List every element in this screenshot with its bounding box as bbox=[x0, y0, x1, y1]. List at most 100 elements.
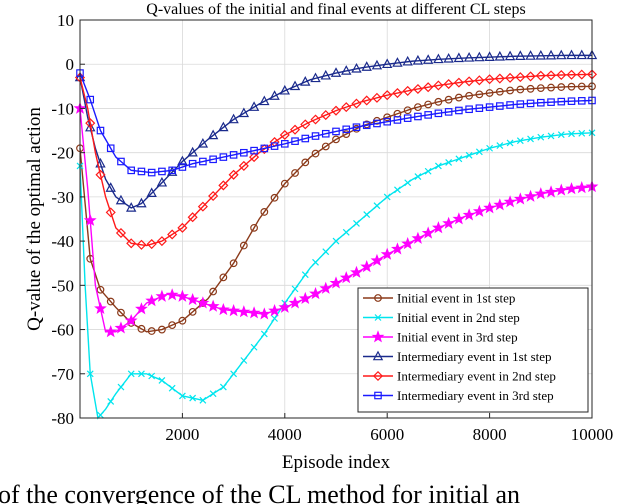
series-marker bbox=[199, 157, 207, 166]
series-marker bbox=[147, 327, 156, 335]
legend-label: Intermediary event in 3rd step bbox=[397, 388, 554, 403]
legend-box bbox=[357, 287, 589, 413]
series-marker bbox=[250, 223, 258, 232]
series-marker bbox=[515, 50, 526, 60]
series-marker bbox=[115, 227, 127, 239]
caption-fragment: of the convergence of the CL method for … bbox=[0, 480, 520, 504]
y-tick-label: -80 bbox=[51, 409, 74, 428]
series-marker bbox=[156, 236, 167, 247]
series-marker bbox=[505, 72, 516, 83]
legend-label: Intermediary event in 1st step bbox=[397, 349, 552, 364]
series-marker bbox=[554, 183, 568, 196]
series-marker bbox=[362, 121, 371, 130]
series-marker bbox=[342, 125, 351, 134]
series-marker bbox=[289, 124, 301, 135]
series-marker bbox=[300, 76, 311, 86]
series-marker bbox=[311, 132, 320, 140]
series-marker bbox=[155, 289, 169, 302]
series-marker bbox=[137, 167, 146, 176]
series-marker bbox=[453, 52, 465, 63]
series-marker bbox=[556, 69, 567, 81]
legend-entry: Intermediary event in 1st step bbox=[363, 349, 552, 364]
series-marker bbox=[145, 294, 159, 307]
series-marker bbox=[125, 202, 137, 212]
series-marker bbox=[94, 301, 107, 314]
series-marker bbox=[576, 49, 587, 60]
series-marker bbox=[298, 291, 312, 305]
series-marker bbox=[187, 146, 198, 157]
series-marker bbox=[176, 289, 189, 302]
series-marker bbox=[342, 228, 350, 236]
series-marker bbox=[146, 239, 157, 250]
series-marker bbox=[330, 67, 342, 77]
series-marker bbox=[105, 182, 116, 192]
series-marker bbox=[332, 237, 340, 245]
series-5 bbox=[74, 69, 598, 250]
series-marker bbox=[196, 296, 210, 309]
series-marker bbox=[165, 288, 179, 301]
series-marker bbox=[526, 84, 535, 93]
series-marker bbox=[515, 72, 526, 83]
series-marker bbox=[506, 139, 514, 147]
series-marker bbox=[187, 212, 198, 223]
series-marker bbox=[433, 80, 444, 91]
series-line bbox=[79, 54, 592, 209]
legend-label: Intermediary event in 2nd step bbox=[397, 369, 556, 384]
series-marker bbox=[216, 302, 230, 316]
series-marker bbox=[371, 59, 383, 70]
series-marker bbox=[156, 176, 168, 187]
series-marker bbox=[238, 107, 250, 118]
series-marker bbox=[321, 142, 330, 151]
series-marker bbox=[434, 109, 443, 118]
series-marker bbox=[412, 83, 423, 95]
series-marker bbox=[475, 90, 484, 99]
series-marker bbox=[444, 108, 453, 116]
series-marker bbox=[455, 106, 463, 115]
series-marker bbox=[309, 287, 322, 300]
series-marker bbox=[147, 168, 156, 177]
legend-entry: Intermediary event in 3rd step bbox=[363, 388, 554, 403]
series-marker bbox=[557, 97, 566, 106]
series-marker bbox=[310, 72, 321, 83]
series-marker bbox=[547, 98, 555, 106]
series-marker bbox=[158, 376, 166, 384]
series-marker bbox=[452, 212, 466, 225]
series-marker bbox=[228, 169, 239, 180]
series-marker bbox=[219, 383, 227, 391]
series-marker bbox=[361, 61, 372, 71]
series-marker bbox=[382, 90, 393, 101]
series-marker bbox=[394, 186, 401, 194]
series-2 bbox=[76, 129, 596, 420]
legend-entry: Initial event in 1st step bbox=[363, 291, 515, 306]
series-marker bbox=[239, 241, 248, 250]
series-marker bbox=[513, 192, 527, 205]
legend: Initial event in 1st step Initial event i… bbox=[357, 287, 589, 413]
series-marker bbox=[393, 116, 402, 124]
series-marker bbox=[383, 193, 391, 201]
series-marker bbox=[474, 51, 485, 62]
series-marker bbox=[565, 182, 578, 195]
y-tick-label: 0 bbox=[66, 55, 75, 74]
series-marker bbox=[208, 190, 219, 202]
series-marker bbox=[545, 49, 557, 60]
series-marker bbox=[566, 49, 577, 60]
series-marker bbox=[312, 258, 319, 266]
series-marker bbox=[168, 321, 177, 330]
series-marker bbox=[106, 144, 115, 153]
x-tick-label: 2000 bbox=[165, 425, 199, 444]
series-marker bbox=[300, 119, 311, 130]
series-marker bbox=[291, 285, 299, 293]
series-marker bbox=[177, 155, 188, 166]
series-marker bbox=[330, 105, 342, 116]
series-marker bbox=[219, 153, 228, 161]
series-marker bbox=[484, 74, 495, 85]
series-marker bbox=[535, 49, 547, 60]
plot-frame bbox=[79, 19, 593, 419]
legend-marker bbox=[374, 314, 382, 321]
series-marker bbox=[496, 142, 504, 150]
series-marker bbox=[442, 216, 456, 229]
series-marker bbox=[278, 300, 292, 313]
series-marker bbox=[443, 78, 454, 90]
series-marker bbox=[424, 167, 432, 175]
series-marker bbox=[392, 57, 403, 67]
